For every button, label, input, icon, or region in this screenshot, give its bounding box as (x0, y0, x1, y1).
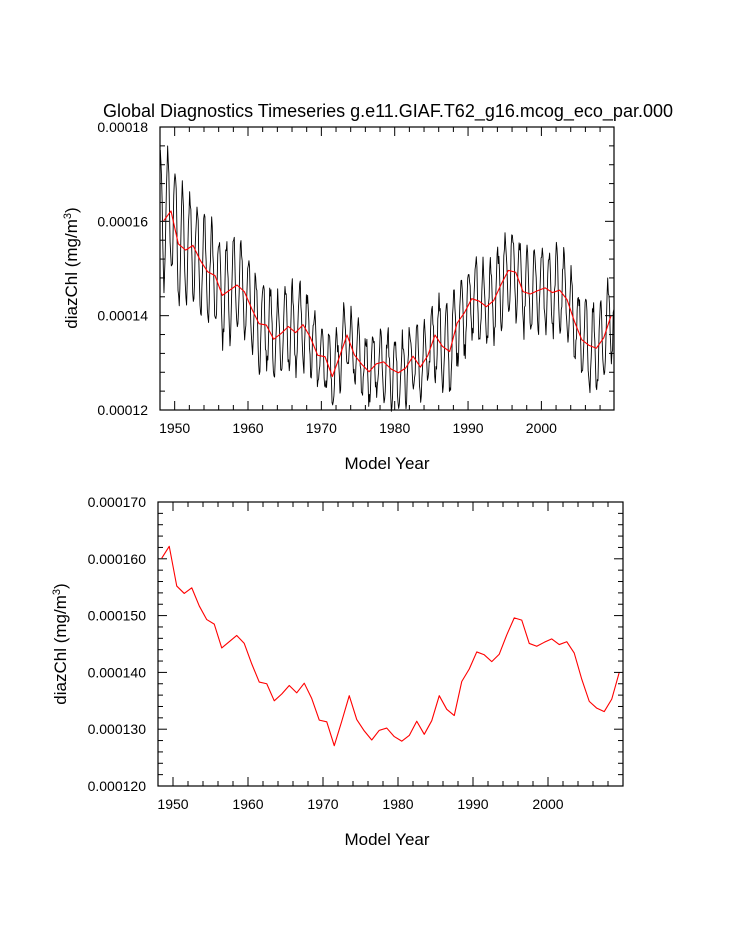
bottom-y-axis-title-main: diazChl (mg/m (51, 595, 70, 705)
top-xtick-label: 1990 (452, 420, 483, 436)
bottom-ytick-label: 0.000170 (88, 494, 147, 510)
bottom-plot-area (161, 545, 620, 747)
bottom-x-tick-labels: 1950 1960 1970 1980 1990 2000 (157, 796, 563, 812)
top-y-axis-title-main: diazChl (mg/m (62, 219, 81, 329)
bottom-y-axis-title-close: ) (51, 583, 70, 589)
bottom-y-axis-title-sup: 3 (51, 589, 63, 595)
top-xtick-label: 1960 (232, 420, 263, 436)
top-plot-area (159, 145, 615, 412)
bottom-xtick-label: 1960 (232, 796, 263, 812)
top-x-axis-title: Model Year (344, 454, 429, 473)
top-axis-ticks (159, 126, 614, 411)
top-xtick-label: 2000 (526, 420, 557, 436)
top-y-axis-title-sup: 3 (62, 213, 74, 219)
bottom-xtick-label: 1990 (457, 796, 488, 812)
top-xtick-label: 1970 (306, 420, 337, 436)
top-plot-frame (159, 126, 615, 411)
top-y-axis-title: diazChl (mg/m3) (62, 207, 81, 328)
top-xtick-label: 1950 (159, 420, 190, 436)
bottom-y-tick-labels: 0.000120 0.000130 0.000140 0.000150 0.000160… (88, 494, 147, 794)
bottom-xtick-label: 1970 (307, 796, 338, 812)
top-x-tick-labels: 1950 1960 1970 1980 1990 2000 (159, 420, 557, 436)
top-xtick-label: 1980 (379, 420, 410, 436)
top-ytick-label: 0.00018 (97, 119, 148, 135)
bottom-xtick-label: 2000 (532, 796, 563, 812)
top-series-monthly (159, 145, 615, 412)
top-y-axis-title-close: ) (62, 207, 81, 213)
bottom-chart-panel: 1950 1960 1970 1980 1990 2000 0.000120 0.00013… (51, 494, 624, 849)
top-chart-panel: Global Diagnostics Timeseries g.e11.GIAF… (62, 101, 673, 473)
chart-title: Global Diagnostics Timeseries g.e11.GIAF… (103, 101, 673, 122)
bottom-xtick-label: 1950 (157, 796, 188, 812)
bottom-y-axis-title: diazChl (mg/m3) (51, 583, 70, 704)
top-y-tick-labels: 0.00012 0.00014 0.00016 0.00018 (97, 119, 148, 418)
bottom-axis-ticks (157, 501, 624, 787)
bottom-plot-frame (157, 501, 624, 787)
top-ytick-label: 0.00012 (97, 402, 148, 418)
top-ytick-label: 0.00016 (97, 213, 148, 229)
top-series-annual-mean (163, 210, 612, 378)
bottom-ytick-label: 0.000140 (88, 664, 147, 680)
bottom-ytick-label: 0.000130 (88, 721, 147, 737)
top-ytick-label: 0.00014 (97, 308, 148, 324)
bottom-ytick-label: 0.000120 (88, 778, 147, 794)
bottom-xtick-label: 1980 (382, 796, 413, 812)
bottom-ytick-label: 0.000160 (88, 551, 147, 567)
bottom-series-annual-mean (161, 545, 620, 747)
bottom-ytick-label: 0.000150 (88, 608, 147, 624)
bottom-x-axis-title: Model Year (344, 830, 429, 849)
